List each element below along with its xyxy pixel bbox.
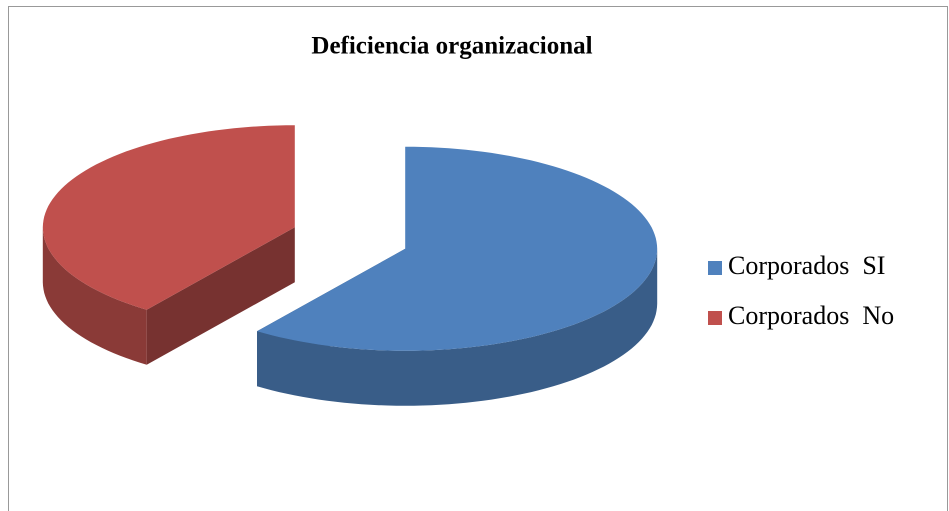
legend-label: Corporados No [728, 301, 894, 330]
slice [42, 125, 295, 365]
slice-side [146, 227, 295, 365]
slice [257, 146, 658, 406]
slice [257, 146, 658, 351]
slice-wall [42, 227, 147, 365]
legend-label: Corporados SI [728, 251, 885, 280]
chart-title: Deficiencia organizacional [311, 33, 592, 60]
slice [42, 125, 295, 310]
legend-swatch [708, 311, 722, 325]
slice-wall [257, 248, 658, 406]
legend-swatch [708, 261, 722, 275]
